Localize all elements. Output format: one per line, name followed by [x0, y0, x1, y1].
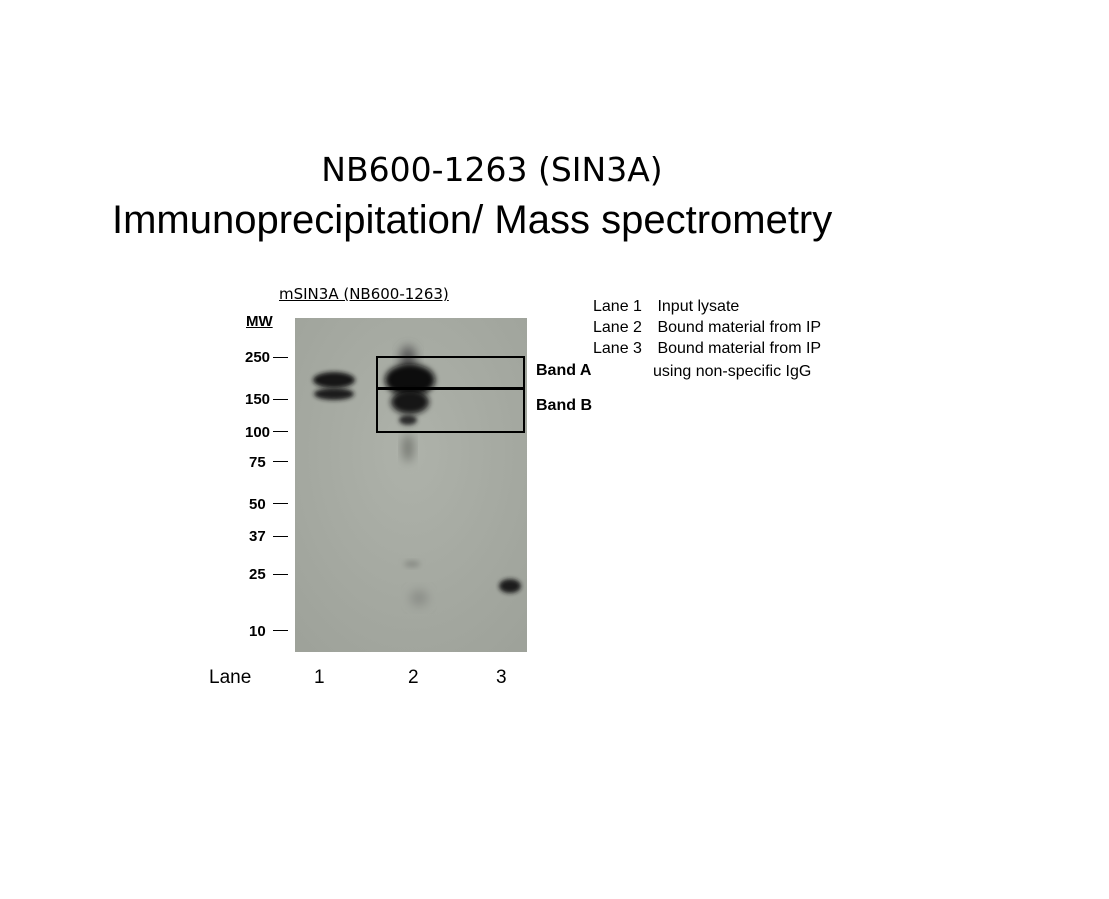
legend-text: Input lysate — [657, 298, 740, 315]
lane-number-2: 2 — [408, 667, 419, 688]
lane2-faint-band — [404, 561, 420, 567]
lane2-band-b — [391, 390, 429, 414]
lane2-band-lower — [399, 415, 417, 425]
legend-key: Lane 1 — [593, 298, 642, 315]
band-a-box — [376, 356, 525, 390]
lane1-band-upper — [313, 372, 355, 388]
figure-title-line2: Immunoprecipitation/ Mass spectrometry — [112, 198, 833, 242]
legend-text: Bound material from IP — [657, 340, 822, 357]
lane-axis-label: Lane — [209, 667, 252, 688]
marker-tick — [273, 357, 288, 358]
legend-text: Bound material from IP — [657, 319, 822, 336]
antibody-label: mSIN3A (NB600-1263) — [279, 285, 449, 303]
band-b-label: Band B — [536, 397, 592, 414]
lane2-smear-top — [400, 346, 416, 370]
lane-number-1: 1 — [314, 667, 325, 688]
lane2-smear — [403, 434, 413, 462]
marker-tick — [273, 630, 288, 631]
lane1-band-lower — [314, 388, 354, 400]
marker-50: 50 — [249, 496, 266, 513]
marker-75: 75 — [249, 454, 266, 471]
marker-tick — [273, 461, 288, 462]
legend-item: Lane 1 Input lysate — [593, 296, 821, 317]
marker-37: 37 — [249, 528, 266, 545]
lane-number-3: 3 — [496, 667, 507, 688]
figure-title-line1: NB600-1263 (SIN3A) — [321, 150, 663, 189]
marker-150: 150 — [245, 391, 271, 408]
marker-tick — [273, 431, 288, 432]
marker-100: 100 — [245, 424, 271, 441]
legend-continuation: using non-specific IgG — [653, 363, 812, 380]
marker-10: 10 — [249, 623, 266, 640]
legend-item: Lane 2 Bound material from IP — [593, 317, 821, 338]
lane3-band — [499, 579, 521, 593]
legend-item: Lane 3 Bound material from IP — [593, 338, 821, 359]
marker-tick — [273, 399, 288, 400]
marker-tick — [273, 503, 288, 504]
mw-header: MW — [246, 313, 273, 330]
legend-key: Lane 3 — [593, 340, 642, 357]
lane-legend: Lane 1 Input lysate Lane 2 Bound materia… — [593, 296, 821, 382]
marker-tick — [273, 574, 288, 575]
band-a-label: Band A — [536, 362, 592, 379]
marker-250: 250 — [245, 349, 271, 366]
marker-25: 25 — [249, 566, 266, 583]
marker-tick — [273, 536, 288, 537]
legend-key: Lane 2 — [593, 319, 642, 336]
band-b-box — [376, 387, 525, 433]
lane2-faint-spot — [410, 590, 428, 606]
